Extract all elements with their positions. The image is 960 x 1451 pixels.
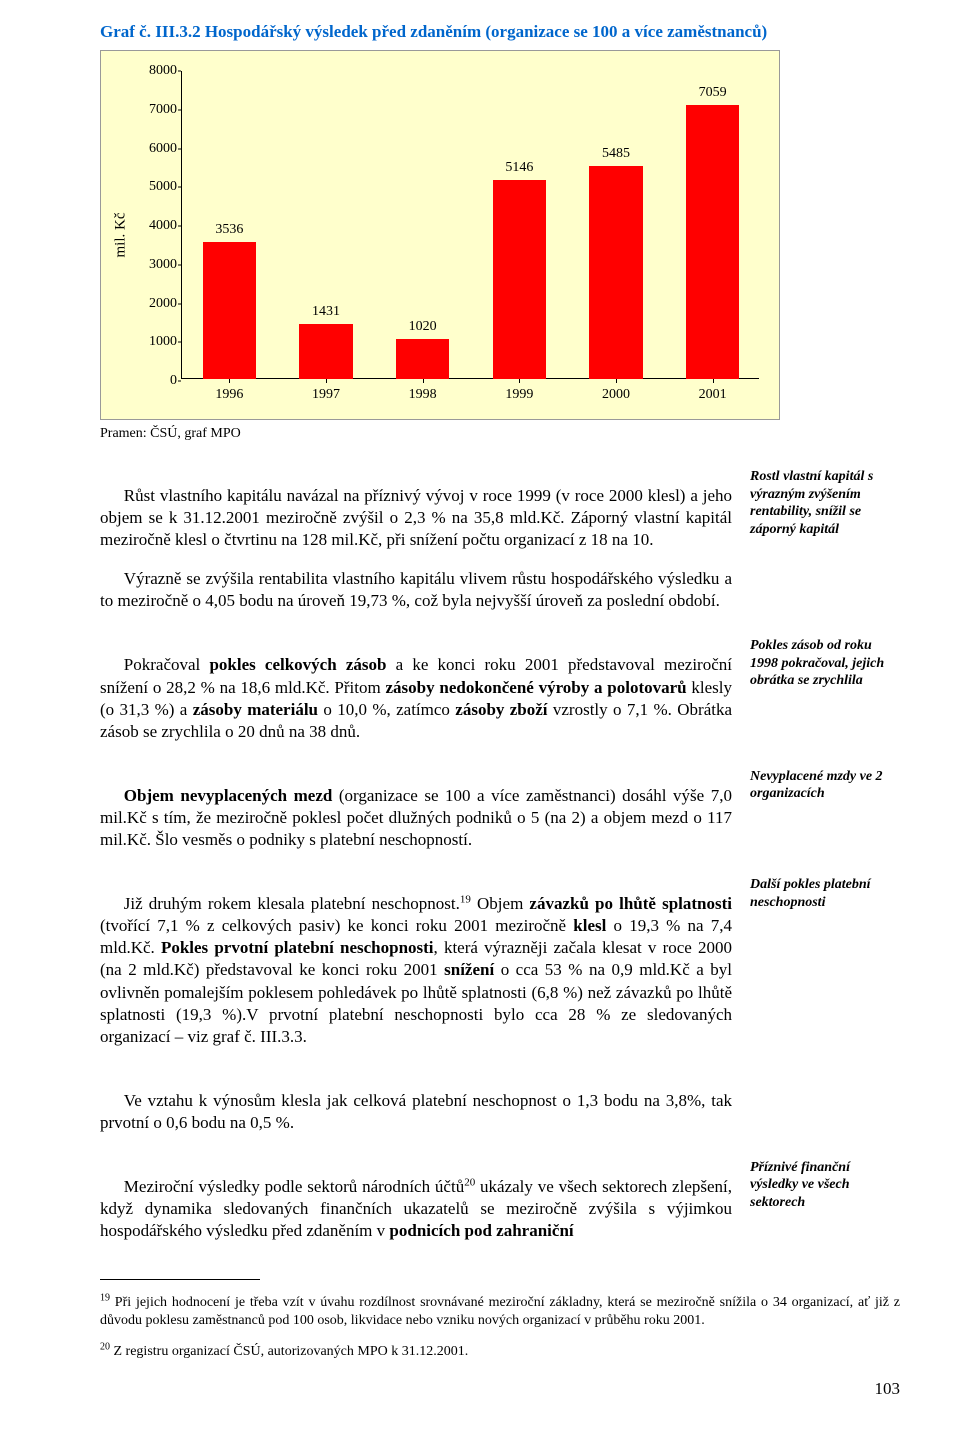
chart-y-tick-mark — [178, 264, 181, 265]
chart-x-tick-mark — [519, 379, 520, 383]
fn20-sup: 20 — [100, 1342, 110, 1353]
chart-y-tick-label: 5000 — [143, 179, 177, 195]
chart-y-tick-label: 3000 — [143, 257, 177, 273]
p5a: Již druhým rokem klesala platební nescho… — [124, 894, 460, 913]
side-note-5: Další pokles platební neschopnosti — [750, 876, 900, 911]
fn20-text: Z registru organizací ČSÚ, autorizovanýc… — [110, 1344, 468, 1359]
chart-bar-value: 7059 — [683, 85, 743, 101]
chart-source: Pramen: ČSÚ, graf MPO — [100, 426, 900, 442]
chart-y-tick-mark — [178, 342, 181, 343]
page-number: 103 — [100, 1379, 900, 1399]
chart-y-tick-mark — [178, 148, 181, 149]
side-note-4: Nevyplacené mzdy ve 2 organizacích — [750, 768, 900, 803]
chart-bar — [203, 242, 256, 379]
p2-text: Výrazně se zvýšila rentabilita vlastního… — [100, 569, 732, 610]
p5g: Pokles prvotní platební neschopnosti — [161, 938, 434, 957]
chart-y-tick-mark — [178, 109, 181, 110]
chart-y-tick-mark — [178, 71, 181, 72]
p3h: zásoby zboží — [455, 700, 547, 719]
paragraph-4: Objem nevyplacených mezd (organizace se … — [100, 785, 732, 851]
chart-bar — [493, 180, 546, 379]
p5i: snížení — [444, 960, 494, 979]
p6: Ve vztahu k výnosům klesla jak celková p… — [100, 1091, 732, 1132]
p3b: pokles celkových zásob — [209, 655, 386, 674]
footnote-19: 19 Při jejich hodnocení je třeba vzít v … — [100, 1294, 900, 1329]
p7a: Meziroční výsledky podle sektorů národní… — [124, 1177, 464, 1196]
chart-bar — [686, 105, 739, 379]
chart-y-tick-mark — [178, 381, 181, 382]
chart-x-label: 1999 — [505, 387, 533, 403]
chart-y-label: mil. Kč — [113, 213, 130, 258]
chart-x-label: 1998 — [409, 387, 437, 403]
chart-bar-value: 1020 — [393, 319, 453, 335]
p3f: zásoby materiálu — [193, 700, 318, 719]
chart-x-tick-mark — [326, 379, 327, 383]
p5b: Objem — [471, 894, 530, 913]
footnote-20: 20 Z registru organizací ČSÚ, autorizova… — [100, 1343, 900, 1361]
chart-x-label: 1997 — [312, 387, 340, 403]
chart-x-label: 2001 — [699, 387, 727, 403]
chart-y-tick-label: 6000 — [143, 141, 177, 157]
chart-bar — [396, 339, 449, 379]
p3g: o 10,0 %, zatímco — [318, 700, 455, 719]
footnote-separator — [100, 1279, 260, 1280]
chart-x-label: 2000 — [602, 387, 630, 403]
paragraph-5: Již druhým rokem klesala platební nescho… — [100, 893, 732, 1048]
chart-y-tick-mark — [178, 187, 181, 188]
p3d: zásoby nedokončené výroby a polotovarů — [385, 678, 686, 697]
chart-x-tick-mark — [229, 379, 230, 383]
p1-text: Růst vlastního kapitálu navázal na přízn… — [100, 486, 732, 549]
chart-x-tick-mark — [616, 379, 617, 383]
paragraph-6: Ve vztahu k výnosům klesla jak celková p… — [100, 1090, 732, 1134]
p5sup: 19 — [460, 893, 471, 905]
chart-plot: 3536 1431 1020 5146 5485 7059 — [181, 71, 759, 379]
p5d: (tvořící 7,1 % z celkových pasiv) ke kon… — [100, 916, 573, 935]
chart-bar-value: 1431 — [296, 304, 356, 320]
chart-bar-value: 5146 — [489, 160, 549, 176]
paragraph-1: Růst vlastního kapitálu navázal na přízn… — [100, 485, 732, 551]
chart-y-tick-label: 8000 — [143, 63, 177, 79]
paragraph-2: Výrazně se zvýšila rentabilita vlastního… — [100, 568, 732, 612]
chart-title: Graf č. III.3.2 Hospodářský výsledek pře… — [100, 22, 900, 42]
side-note-7: Příznivé finanční výsledky ve všech sekt… — [750, 1159, 900, 1212]
chart-bar — [299, 324, 352, 379]
p5c: závazků po lhůtě splatnosti — [529, 894, 732, 913]
chart-y-tick-label: 2000 — [143, 296, 177, 312]
chart-bar-value: 3536 — [199, 222, 259, 238]
p3a: Pokračoval — [124, 655, 210, 674]
side-note-3: Pokles zásob od roku 1998 pokračoval, je… — [750, 637, 900, 690]
chart-y-tick-mark — [178, 303, 181, 304]
chart-x-tick-mark — [713, 379, 714, 383]
fn19-sup: 19 — [100, 1293, 110, 1304]
p5e: klesl — [573, 916, 606, 935]
chart-y-tick-label: 0 — [143, 373, 177, 389]
chart-bar — [589, 166, 642, 379]
chart-y-tick-label: 1000 — [143, 334, 177, 350]
chart-x-tick-mark — [423, 379, 424, 383]
chart-bar-value: 5485 — [586, 146, 646, 162]
chart-x-label: 1996 — [215, 387, 243, 403]
fn19-text: Při jejich hodnocení je třeba vzít v úva… — [100, 1295, 900, 1328]
chart-y-tick-label: 7000 — [143, 102, 177, 118]
paragraph-7: Meziroční výsledky podle sektorů národní… — [100, 1176, 732, 1242]
chart-y-tick-mark — [178, 226, 181, 227]
side-note-1: Rostl vlastní kapitál s výrazným zvýšení… — [750, 468, 900, 538]
p7sup: 20 — [464, 1176, 475, 1188]
p7c: podnicích pod zahraniční — [389, 1221, 573, 1240]
chart-container: mil. Kč 3536 1431 1020 5146 5485 7059 0 1000 20… — [100, 50, 780, 420]
paragraph-3: Pokračoval pokles celkových zásob a ke k… — [100, 654, 732, 742]
p4a: Objem nevyplacených mezd — [124, 786, 333, 805]
chart-y-tick-label: 4000 — [143, 218, 177, 234]
